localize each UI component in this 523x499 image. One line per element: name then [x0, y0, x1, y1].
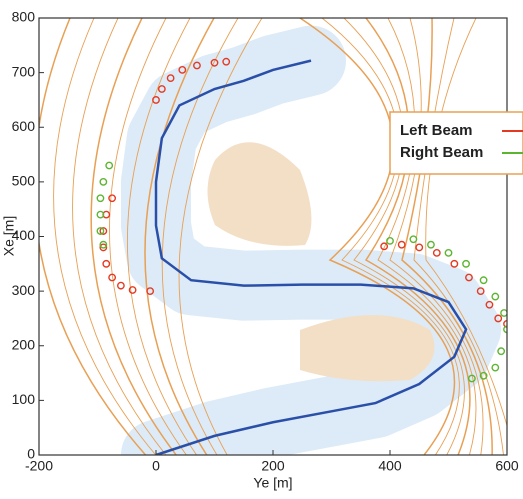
beam-point — [479, 276, 488, 285]
x-axis-label: Ye [m] — [253, 475, 292, 491]
y-tick-label: 700 — [12, 63, 36, 79]
beam-point — [146, 287, 155, 296]
beam-point — [210, 58, 219, 67]
contour — [126, 18, 198, 455]
y-tick-label: 800 — [12, 9, 36, 25]
contour — [72, 18, 167, 455]
trajectory — [154, 59, 468, 455]
contour — [389, 18, 484, 455]
y-axis-label: Xe [m] — [1, 216, 17, 256]
contour — [299, 18, 456, 455]
beam-point — [397, 240, 406, 249]
contour — [401, 18, 493, 455]
x-tick-label: -200 — [25, 458, 53, 474]
legend-box — [389, 111, 523, 175]
beam-point — [479, 371, 488, 380]
y-tick-label: 600 — [12, 118, 36, 134]
contour — [343, 18, 465, 455]
beam-point — [465, 273, 473, 282]
beam-point — [102, 259, 111, 268]
contour — [53, 18, 157, 455]
legend-label: Right Beam — [400, 144, 483, 161]
contour — [178, 18, 263, 455]
contour — [321, 18, 460, 455]
x-tick-label: 400 — [378, 458, 402, 474]
contour — [90, 18, 178, 455]
plot-area — [96, 57, 507, 455]
contour — [39, 18, 147, 455]
y-tick-label: 500 — [12, 173, 36, 189]
beam-point — [409, 235, 418, 244]
beam-point — [222, 57, 231, 66]
x-tick-label: 0 — [152, 458, 160, 474]
beam-point — [494, 314, 503, 323]
terrain — [300, 315, 435, 382]
beam-point — [427, 240, 435, 249]
legend-label: Left Beam — [400, 122, 473, 139]
beam-point — [157, 85, 166, 93]
beam-point — [108, 273, 117, 282]
beam-point — [476, 287, 485, 296]
beam-point — [444, 248, 453, 257]
beam-point — [415, 243, 424, 252]
beam-point — [450, 259, 459, 268]
y-tick-label: 400 — [12, 227, 36, 243]
x-tick-label: 200 — [261, 458, 285, 474]
contour — [425, 18, 507, 428]
beam-point — [166, 74, 175, 82]
beam-point — [99, 243, 108, 252]
plot-background — [39, 18, 507, 455]
y-tick-label: 100 — [12, 391, 36, 407]
contour — [377, 18, 477, 455]
contour — [109, 18, 188, 455]
beam-point — [462, 259, 470, 268]
beam-point — [99, 177, 108, 186]
beam-point — [467, 374, 476, 383]
contour — [161, 18, 239, 455]
beam-point — [96, 194, 105, 203]
contour — [413, 18, 504, 455]
beam-point — [108, 194, 117, 203]
beam-point — [193, 61, 201, 70]
contour — [144, 18, 215, 455]
beam-point — [178, 65, 187, 74]
beam-point — [491, 292, 500, 301]
beam-point — [500, 309, 507, 317]
beam-point — [380, 242, 389, 251]
beam-point — [99, 240, 108, 249]
beam-point — [485, 300, 494, 309]
beam-point — [105, 161, 114, 170]
beam-point — [117, 281, 125, 290]
beam-point — [96, 227, 105, 235]
contour — [364, 18, 471, 455]
beam-point — [491, 363, 500, 372]
beam-point — [386, 236, 394, 245]
x-tick-label: 600 — [495, 458, 519, 474]
beam-point — [99, 227, 108, 235]
beam-point — [96, 210, 105, 219]
y-tick-label: 200 — [12, 336, 36, 352]
terrain — [207, 142, 312, 246]
y-tick-label: 0 — [27, 446, 35, 462]
beam-point — [497, 347, 506, 356]
beam-point — [152, 96, 160, 104]
beam-point — [128, 286, 137, 294]
beam-point — [432, 248, 441, 257]
y-tick-label: 300 — [12, 282, 36, 298]
